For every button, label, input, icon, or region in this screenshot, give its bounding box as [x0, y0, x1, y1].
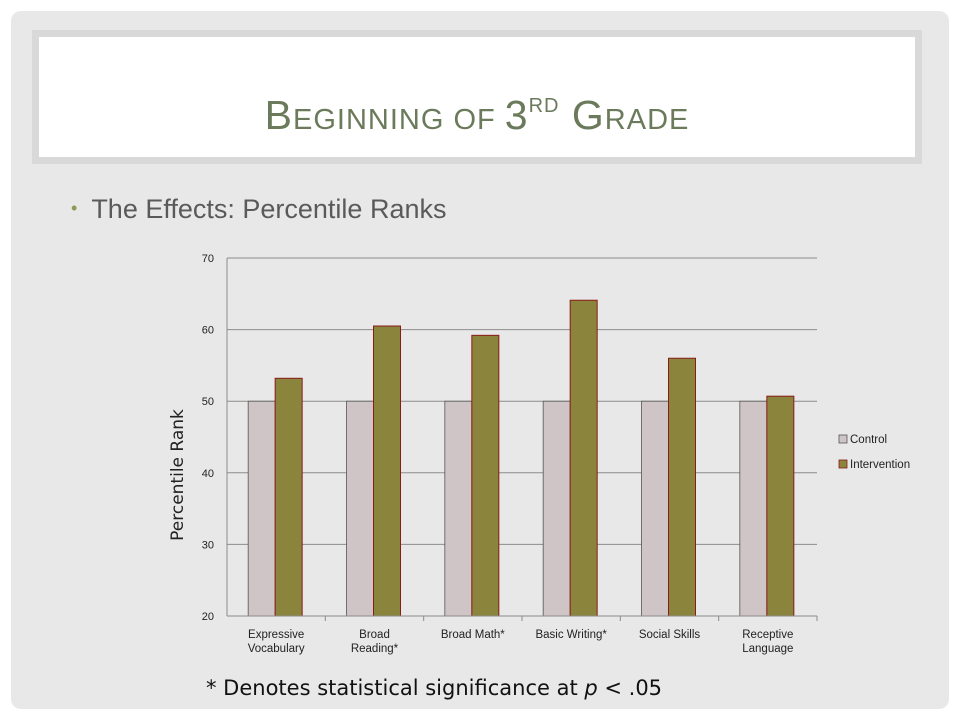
y-tick-label: 60 [202, 325, 214, 337]
bar-chart: 20 30 40 50 60 70 Percentile Rank Expressive Voc… [168, 253, 910, 655]
y-axis-label: Percentile Rank [168, 409, 188, 541]
x-tick-label: Receptive [742, 629, 793, 641]
footnote: * Denotes statistical significance at p … [206, 676, 663, 700]
y-tick-label: 40 [202, 468, 214, 480]
x-tick-label: Vocabulary [248, 643, 305, 655]
bar-intervention [373, 325, 401, 617]
x-tick-label: Broad Math* [441, 629, 505, 641]
legend-swatch [838, 434, 848, 444]
bar-intervention [668, 357, 696, 617]
y-tick-label: 70 [202, 253, 214, 265]
bullet-text: The Effects: Percentile Ranks [91, 194, 447, 224]
bar-intervention [569, 299, 598, 617]
slide-title: BEGINNING OF 3RD GRADE [264, 92, 690, 138]
title-box: BEGINNING OF 3RD GRADE [32, 30, 922, 164]
bar-intervention [274, 377, 303, 617]
bar-control [641, 400, 669, 617]
y-tick-label: 50 [202, 396, 214, 408]
y-tick-label: 20 [202, 611, 214, 623]
x-tick-label: Expressive [248, 629, 304, 641]
legend-label: Intervention [850, 459, 910, 471]
x-tick-label: Broad [359, 629, 390, 641]
bar-control [542, 400, 571, 617]
bar-control [346, 400, 374, 617]
x-tick-label: Basic Writing* [535, 629, 607, 641]
y-tick-label: 30 [202, 539, 214, 551]
bar-control [444, 400, 473, 617]
bar-intervention [471, 334, 500, 617]
bar-intervention [766, 395, 795, 617]
slide: BEGINNING OF 3RD GRADE • The Effects: Per… [11, 11, 949, 709]
x-tick-label: Social Skills [639, 629, 701, 641]
plot-area [227, 258, 817, 616]
bar-control [247, 400, 276, 617]
bar-control [739, 400, 768, 617]
x-tick-label: Reading* [351, 643, 399, 655]
x-tick-label: Language [742, 643, 793, 655]
bullet-item: • The Effects: Percentile Ranks [71, 194, 446, 225]
legend-swatch [838, 459, 848, 469]
bullet-dot-icon: • [71, 198, 78, 218]
legend-label: Control [850, 434, 887, 446]
